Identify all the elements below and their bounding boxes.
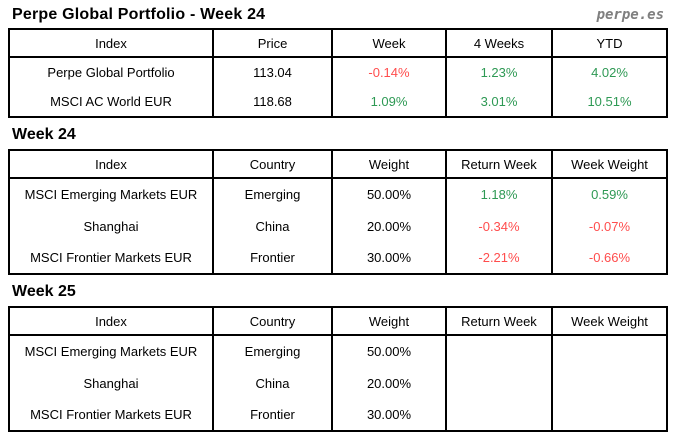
- cell-index: Shanghai: [8, 367, 214, 399]
- week25-header-row: Index Country Weight Return Week Week We…: [8, 307, 668, 336]
- cell-country: Frontier: [212, 242, 333, 274]
- table-row: MSCI Frontier Markets EUR Frontier 30.00…: [8, 399, 668, 431]
- cell-week-weight: 0.59%: [551, 178, 668, 210]
- week25-header-weight: Weight: [331, 307, 447, 336]
- table-row: Shanghai China 20.00%: [8, 367, 668, 399]
- cell-index: Perpe Global Portfolio: [8, 57, 214, 87]
- cell-return-week: [445, 367, 553, 399]
- cell-return-week: -0.34%: [445, 210, 553, 242]
- cell-weight: 50.00%: [331, 178, 447, 210]
- cell-index: MSCI Frontier Markets EUR: [8, 242, 214, 274]
- week25-table: Index Country Weight Return Week Week We…: [8, 306, 668, 432]
- cell-return-week: 1.18%: [445, 178, 553, 210]
- cell-return-week: [445, 399, 553, 431]
- summary-header-week: Week: [331, 29, 447, 58]
- cell-return-week: -2.21%: [445, 242, 553, 274]
- section-label-week24: Week 24: [12, 126, 76, 143]
- week24-header-weight: Weight: [331, 150, 447, 179]
- header-bar: Perpe Global Portfolio - Week 24 perpe.e…: [8, 4, 666, 28]
- cell-country: China: [212, 210, 333, 242]
- cell-week: 1.09%: [331, 87, 447, 117]
- summary-header-price: Price: [212, 29, 333, 58]
- table-row: MSCI Emerging Markets EUR Emerging 50.00…: [8, 335, 668, 367]
- week24-header-index: Index: [8, 150, 214, 179]
- summary-header-ytd: YTD: [551, 29, 668, 58]
- cell-return-week: [445, 335, 553, 367]
- cell-week-weight: -0.66%: [551, 242, 668, 274]
- week24-header-return-week: Return Week: [445, 150, 553, 179]
- week24-table: Index Country Weight Return Week Week We…: [8, 149, 668, 275]
- cell-country: China: [212, 367, 333, 399]
- week25-header-country: Country: [212, 307, 333, 336]
- table-row: Shanghai China 20.00% -0.34% -0.07%: [8, 210, 668, 242]
- cell-index: MSCI Frontier Markets EUR: [8, 399, 214, 431]
- cell-index: Shanghai: [8, 210, 214, 242]
- cell-index: MSCI Emerging Markets EUR: [8, 335, 214, 367]
- week24-header-country: Country: [212, 150, 333, 179]
- cell-week: -0.14%: [331, 57, 447, 87]
- cell-country: Emerging: [212, 178, 333, 210]
- week25-header-week-weight: Week Weight: [551, 307, 668, 336]
- cell-index: MSCI Emerging Markets EUR: [8, 178, 214, 210]
- table-row: MSCI Emerging Markets EUR Emerging 50.00…: [8, 178, 668, 210]
- table-row: MSCI AC World EUR 118.68 1.09% 3.01% 10.…: [8, 87, 668, 117]
- cell-week-weight: -0.07%: [551, 210, 668, 242]
- page-title: Perpe Global Portfolio - Week 24: [12, 6, 266, 23]
- cell-index: MSCI AC World EUR: [8, 87, 214, 117]
- cell-ytd: 4.02%: [551, 57, 668, 87]
- cell-weight: 30.00%: [331, 242, 447, 274]
- perpe-logo: perpe.es: [596, 7, 664, 23]
- cell-4weeks: 1.23%: [445, 57, 553, 87]
- cell-weight: 30.00%: [331, 399, 447, 431]
- cell-week-weight: [551, 367, 668, 399]
- table-row: Perpe Global Portfolio 113.04 -0.14% 1.2…: [8, 57, 668, 87]
- week25-header-index: Index: [8, 307, 214, 336]
- report-page: Perpe Global Portfolio - Week 24 perpe.e…: [8, 4, 668, 432]
- cell-weight: 20.00%: [331, 210, 447, 242]
- week24-header-week-weight: Week Weight: [551, 150, 668, 179]
- summary-table: Index Price Week 4 Weeks YTD Perpe Globa…: [8, 28, 668, 118]
- cell-weight: 50.00%: [331, 335, 447, 367]
- cell-country: Frontier: [212, 399, 333, 431]
- cell-price: 113.04: [212, 57, 333, 87]
- cell-ytd: 10.51%: [551, 87, 668, 117]
- cell-price: 118.68: [212, 87, 333, 117]
- summary-header-index: Index: [8, 29, 214, 58]
- cell-week-weight: [551, 335, 668, 367]
- summary-header-4weeks: 4 Weeks: [445, 29, 553, 58]
- cell-weight: 20.00%: [331, 367, 447, 399]
- summary-header-row: Index Price Week 4 Weeks YTD: [8, 29, 668, 58]
- cell-country: Emerging: [212, 335, 333, 367]
- cell-4weeks: 3.01%: [445, 87, 553, 117]
- week25-header-return-week: Return Week: [445, 307, 553, 336]
- section-label-week25: Week 25: [12, 283, 76, 300]
- cell-week-weight: [551, 399, 668, 431]
- week24-header-row: Index Country Weight Return Week Week We…: [8, 150, 668, 179]
- table-row: MSCI Frontier Markets EUR Frontier 30.00…: [8, 242, 668, 274]
